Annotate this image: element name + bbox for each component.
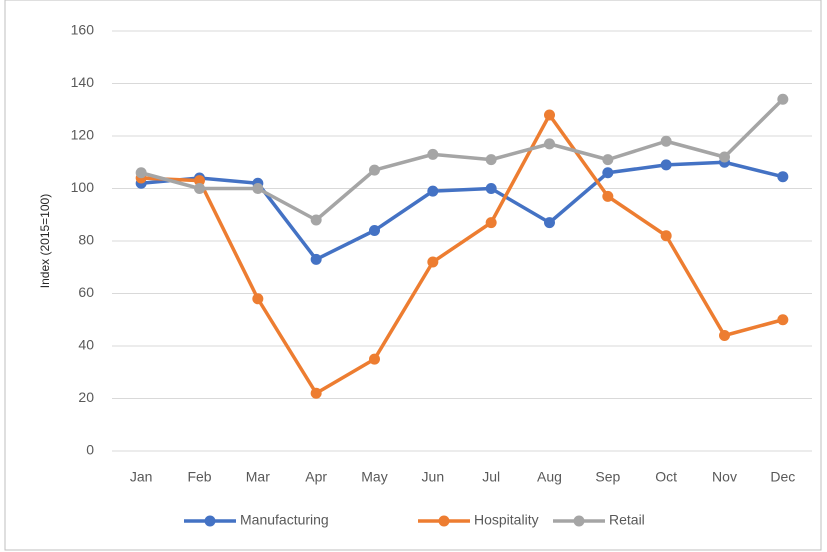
y-tick-label: 20 bbox=[78, 389, 94, 405]
data-point bbox=[310, 253, 322, 265]
data-point bbox=[777, 171, 789, 183]
x-tick-label: Nov bbox=[712, 469, 737, 485]
data-point bbox=[369, 225, 380, 236]
data-point bbox=[777, 314, 789, 326]
x-tick-label: Aug bbox=[537, 469, 562, 485]
legend-label: Manufacturing bbox=[240, 512, 329, 528]
data-point bbox=[485, 183, 497, 194]
data-point bbox=[252, 183, 264, 194]
legend-marker bbox=[438, 515, 450, 527]
y-axis-label: Index (2015=100) bbox=[38, 194, 52, 288]
x-tick-label: Jun bbox=[422, 469, 445, 485]
legend-marker bbox=[204, 515, 216, 527]
x-tick-label: Apr bbox=[305, 469, 327, 485]
data-point bbox=[544, 217, 555, 229]
y-tick-label: 120 bbox=[71, 127, 95, 143]
chart-frame bbox=[4, 0, 822, 551]
y-tick-label: 160 bbox=[71, 22, 95, 38]
x-tick-label: May bbox=[361, 469, 387, 485]
data-point bbox=[660, 159, 672, 171]
legend-label: Hospitality bbox=[474, 512, 539, 528]
legend-marker bbox=[573, 515, 585, 527]
data-point bbox=[660, 230, 672, 242]
data-point bbox=[777, 93, 789, 105]
data-point bbox=[135, 167, 147, 179]
data-point bbox=[427, 185, 439, 197]
data-point bbox=[602, 167, 614, 179]
data-point bbox=[427, 256, 439, 268]
data-point bbox=[544, 109, 555, 121]
data-point bbox=[252, 293, 264, 305]
data-point bbox=[719, 151, 730, 163]
legend-label: Retail bbox=[609, 512, 645, 528]
x-tick-label: Jul bbox=[482, 469, 500, 485]
x-tick-label: Mar bbox=[246, 469, 270, 485]
data-point bbox=[544, 138, 555, 150]
y-tick-label: 140 bbox=[71, 74, 95, 90]
x-tick-label: Jan bbox=[130, 469, 153, 485]
data-point bbox=[194, 183, 205, 194]
y-tick-label: 80 bbox=[78, 232, 94, 248]
series-line bbox=[141, 113, 784, 395]
series-line bbox=[140, 98, 785, 222]
x-tick-label: Dec bbox=[770, 469, 795, 485]
data-point bbox=[602, 154, 614, 166]
data-point bbox=[369, 164, 380, 176]
data-point bbox=[719, 330, 730, 341]
y-tick-label: 100 bbox=[71, 179, 95, 195]
x-tick-label: Feb bbox=[187, 469, 211, 485]
series-line bbox=[141, 160, 784, 262]
data-point bbox=[194, 175, 205, 187]
data-point bbox=[310, 214, 322, 226]
data-point bbox=[485, 217, 497, 229]
y-tick-label: 40 bbox=[78, 337, 94, 353]
x-tick-label: Oct bbox=[655, 469, 677, 485]
data-point bbox=[310, 387, 322, 399]
data-point bbox=[369, 353, 380, 365]
data-point bbox=[427, 148, 439, 160]
data-point bbox=[660, 135, 672, 147]
data-point bbox=[602, 190, 614, 202]
y-tick-label: 0 bbox=[86, 442, 94, 458]
y-tick-label: 60 bbox=[78, 284, 94, 300]
data-point bbox=[485, 154, 497, 166]
x-tick-label: Sep bbox=[595, 469, 620, 485]
